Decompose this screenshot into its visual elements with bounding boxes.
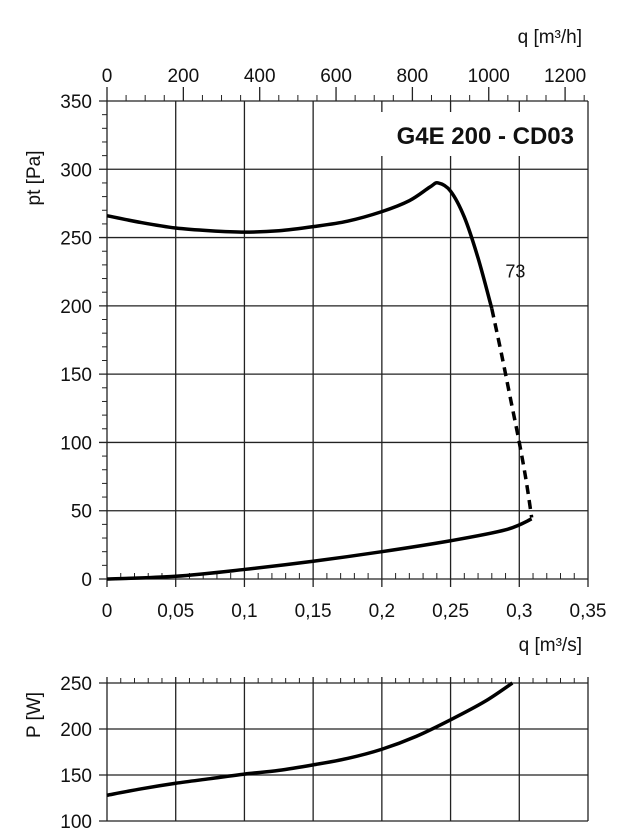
- power-y-tick-label: 250: [60, 674, 92, 695]
- main-grid: [99, 87, 589, 587]
- chart-title: G4E 200 - CD03: [397, 123, 574, 150]
- x-tick-label: 0,3: [506, 601, 532, 622]
- y-tick-label: 50: [71, 502, 92, 523]
- power-grid: [99, 677, 589, 822]
- top-axis-label: q [m³/h]: [518, 27, 582, 48]
- top-tick-label: 0: [102, 66, 113, 87]
- curve-label-73: 73: [505, 262, 525, 282]
- x-tick-label: 0,1: [231, 601, 257, 622]
- top-tick-label: 200: [167, 66, 199, 87]
- y-axis-label-pressure: pt [Pa]: [24, 151, 45, 206]
- y-tick-label: 300: [60, 160, 92, 181]
- y-tick-label: 350: [60, 92, 92, 113]
- y-axis-label-power: P [W]: [24, 692, 45, 738]
- tick-labels: 0 0,05 0,1 0,15 0,2 0,25 0,3 0,35 0 50 100 150 200 25…: [60, 66, 606, 833]
- top-tick-label: 1000: [468, 66, 510, 87]
- y-tick-label: 250: [60, 229, 92, 250]
- pressure-curve-73: [106, 181, 494, 310]
- power-y-tick-label: 150: [60, 766, 92, 787]
- top-tick-label: 600: [320, 66, 352, 87]
- x-tick-label: 0: [102, 601, 113, 622]
- power-y-tick-label: 100: [60, 812, 92, 833]
- pressure-curve-dashed: [490, 308, 534, 518]
- x-tick-label: 0,35: [570, 601, 607, 622]
- top-tick-label: 400: [244, 66, 276, 87]
- power-y-tick-label: 200: [60, 720, 92, 741]
- x-tick-label: 0,2: [369, 601, 395, 622]
- x-tick-label: 0,05: [157, 601, 194, 622]
- y-tick-label: 100: [60, 433, 92, 454]
- x-tick-label: 0,15: [295, 601, 332, 622]
- system-curve: [106, 517, 533, 581]
- y-tick-label: 200: [60, 297, 92, 318]
- y-tick-label: 150: [60, 365, 92, 386]
- top-tick-label: 1200: [544, 66, 586, 87]
- top-tick-label: 800: [397, 66, 429, 87]
- y-tick-label: 0: [81, 570, 92, 591]
- x-axis-label: q [m³/s]: [519, 635, 582, 656]
- power-curve: [106, 681, 514, 797]
- x-tick-label: 0,25: [432, 601, 469, 622]
- title-box: [330, 112, 582, 156]
- curves: [106, 181, 534, 797]
